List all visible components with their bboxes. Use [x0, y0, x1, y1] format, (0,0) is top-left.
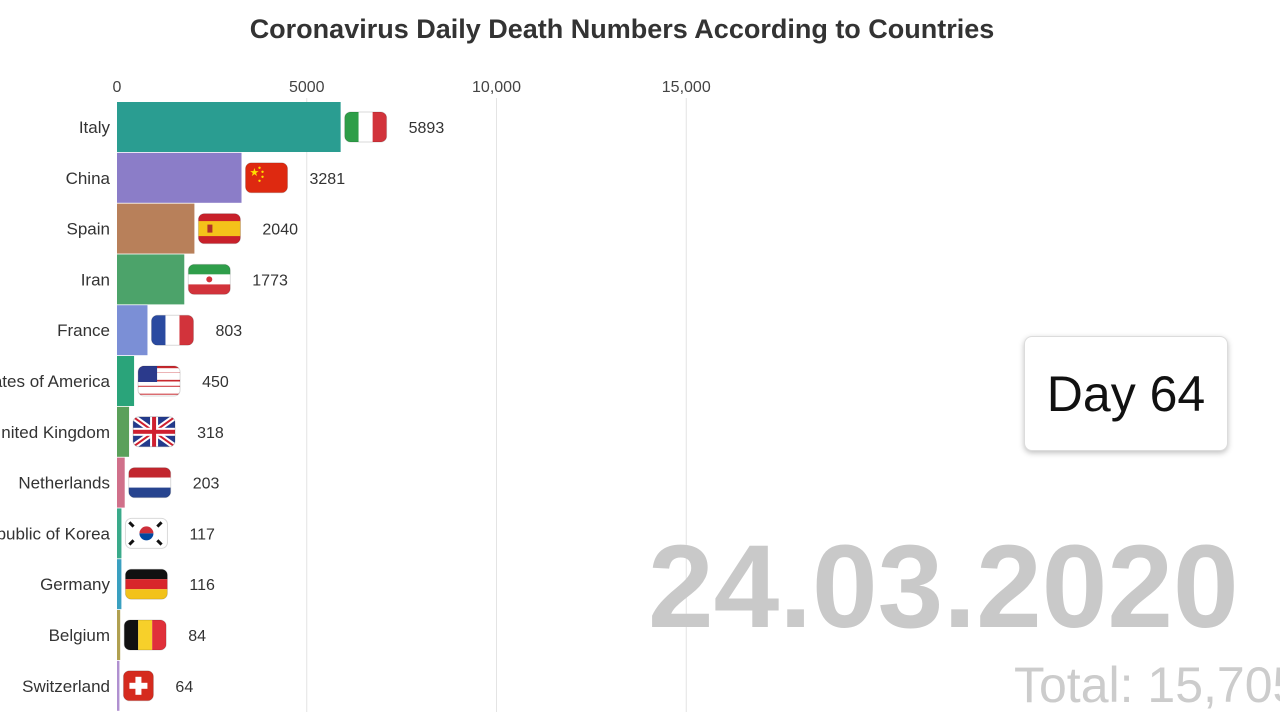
- korea-flag-icon: [125, 518, 168, 549]
- date-display: 24.03.2020: [648, 521, 1239, 653]
- flag-border: [124, 568, 168, 600]
- value-label: 203: [193, 476, 220, 493]
- category-label: United Kingdom: [0, 423, 110, 442]
- flag-border: [132, 416, 176, 448]
- value-label: 3281: [310, 171, 346, 188]
- x-tick-label: 0: [113, 79, 122, 96]
- value-label: 450: [202, 374, 229, 391]
- bar: [117, 508, 122, 559]
- flag-border: [187, 263, 231, 295]
- value-label: 2040: [262, 222, 298, 239]
- x-tick-label: 15,000: [662, 79, 711, 96]
- bar: [117, 356, 135, 406]
- usa-flag-icon: [138, 366, 181, 395]
- bar: [117, 457, 125, 508]
- bar: [117, 254, 185, 305]
- category-label: Belgium: [49, 626, 110, 645]
- category-label: Switzerland: [22, 677, 110, 696]
- flag-border: [197, 213, 241, 245]
- value-label: 84: [188, 628, 206, 645]
- bar: [117, 102, 341, 152]
- bar: [117, 152, 242, 203]
- belgium-flag-icon: [124, 620, 167, 650]
- flag-border: [344, 111, 388, 143]
- spain-flag-icon: [198, 213, 241, 244]
- total-display: Total: 15,705: [1014, 657, 1280, 713]
- category-label: China: [66, 169, 111, 188]
- flag-border: [245, 162, 289, 194]
- flag-border: [124, 517, 168, 549]
- category-label: France: [57, 321, 110, 340]
- china-flag-icon: ★: [245, 162, 288, 193]
- value-label: 318: [197, 425, 224, 442]
- category-label: United States of America: [0, 372, 111, 391]
- x-tick-label: 5000: [289, 79, 325, 96]
- value-label: 803: [215, 323, 242, 340]
- value-label: 116: [189, 577, 215, 594]
- bar: [117, 559, 122, 610]
- category-label: Netherlands: [18, 474, 110, 493]
- flag-border: [123, 619, 167, 651]
- category-label: Republic of Korea: [0, 524, 111, 543]
- switzerland-flag-icon: [123, 670, 154, 701]
- bar: [117, 660, 120, 711]
- bar: [117, 305, 148, 356]
- flag-border: [122, 670, 154, 702]
- bar: [117, 406, 130, 457]
- value-label: 117: [189, 526, 215, 543]
- category-label: Iran: [81, 270, 110, 289]
- value-label: 64: [175, 679, 193, 696]
- iran-flag-icon: [188, 264, 231, 295]
- bar: [117, 610, 121, 660]
- france-flag-icon: [151, 315, 194, 346]
- gridlines: 0 5000 10,000 15,000: [113, 79, 711, 712]
- flag-border: [150, 314, 194, 346]
- flag-border: [128, 467, 172, 499]
- chart-title: Coronavirus Daily Death Numbers Accordin…: [249, 14, 995, 44]
- day-counter: Day 64: [1024, 336, 1228, 451]
- italy-flag-icon: [344, 112, 387, 142]
- bars: Italy 5893 China ★ 3281 Spain 2040 Iran 1773 Fran…: [0, 102, 444, 711]
- germany-flag-icon: [125, 569, 168, 600]
- category-label: Spain: [67, 220, 110, 239]
- svg-text:★: ★: [250, 167, 260, 179]
- netherlands-flag-icon: [128, 467, 171, 498]
- uk-flag-icon: [133, 416, 176, 447]
- value-label: 1773: [252, 272, 288, 289]
- category-label: Germany: [40, 575, 110, 594]
- bar: [117, 203, 195, 254]
- value-label: 5893: [409, 120, 445, 137]
- x-tick-label: 10,000: [472, 79, 521, 96]
- flag-border: [137, 365, 181, 397]
- category-label: Italy: [79, 118, 111, 137]
